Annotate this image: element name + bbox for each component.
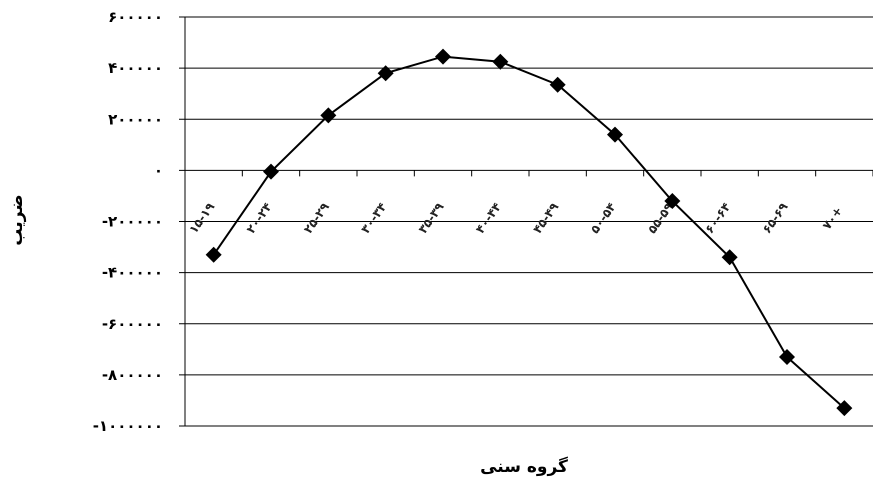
data-point-marker <box>263 163 279 180</box>
x-tick-labels: ۱۵-۱۹ ۲۰-۲۴ ۲۵-۲۹ ۳۰-۳۴ ۳۵-۳۹ ۴۰-۴۴ ۴۵-۴۹ ۵۰-۵۴… <box>186 199 845 236</box>
y-tick-label: ۲۰۰۰۰۰ <box>108 110 163 128</box>
y-tick-label: ۰ <box>154 161 163 179</box>
data-point-marker <box>492 53 509 70</box>
data-point-marker <box>435 48 451 65</box>
x-axis-title: گروه سنی <box>480 456 568 477</box>
y-tick-label: -۴۰۰۰۰۰ <box>102 264 163 282</box>
x-tick-label: ۶۰-۶۴ <box>702 200 733 236</box>
x-tick-label: ۴۰-۴۴ <box>473 200 504 236</box>
y-tick-label: -۸۰۰۰۰۰ <box>102 366 163 384</box>
y-tick-label: -۲۰۰۰۰۰ <box>102 213 163 231</box>
y-axis-title: ضریب <box>7 194 27 245</box>
x-tick-label: ۲۵-۲۹ <box>301 199 333 236</box>
series-line <box>212 55 845 409</box>
data-point-marker <box>664 193 681 210</box>
y-tick-label: ۴۰۰۰۰۰ <box>108 59 163 77</box>
data-point-marker <box>607 126 623 143</box>
x-tick-label: ۵۰-۵۴ <box>588 200 619 236</box>
data-point-marker <box>205 246 222 263</box>
data-point-marker <box>320 107 337 124</box>
x-tick-label: ۱۵-۱۹ <box>186 199 218 236</box>
data-point-marker <box>549 76 566 93</box>
y-tick-label: ۶۰۰۰۰۰ <box>108 8 163 26</box>
data-point-marker <box>377 65 394 82</box>
y-tick-labels: ۶۰۰۰۰۰ ۴۰۰۰۰۰ ۲۰۰۰۰۰ ۰ -۲۰۰۰۰۰ -۴۰۰۰۰۰ -۶۰۰۰۰۰… <box>93 8 163 435</box>
y-tick-label: -۱۰۰۰۰۰۰ <box>93 417 163 435</box>
x-tick-label: ۶۵-۶۹ <box>760 199 792 236</box>
x-tick-label: ۳۰-۳۴ <box>358 200 389 236</box>
data-point-marker <box>721 249 738 266</box>
x-tick-label: ۷۰+ <box>820 204 846 232</box>
x-tick-label: ۴۵-۴۹ <box>530 199 562 236</box>
y-tick-label: -۶۰۰۰۰۰ <box>102 315 163 333</box>
x-tick-label: ۳۵-۳۹ <box>416 199 448 236</box>
axes <box>179 16 873 427</box>
data-point-marker <box>836 400 853 417</box>
data-point-marker <box>779 348 795 365</box>
series <box>205 48 853 417</box>
